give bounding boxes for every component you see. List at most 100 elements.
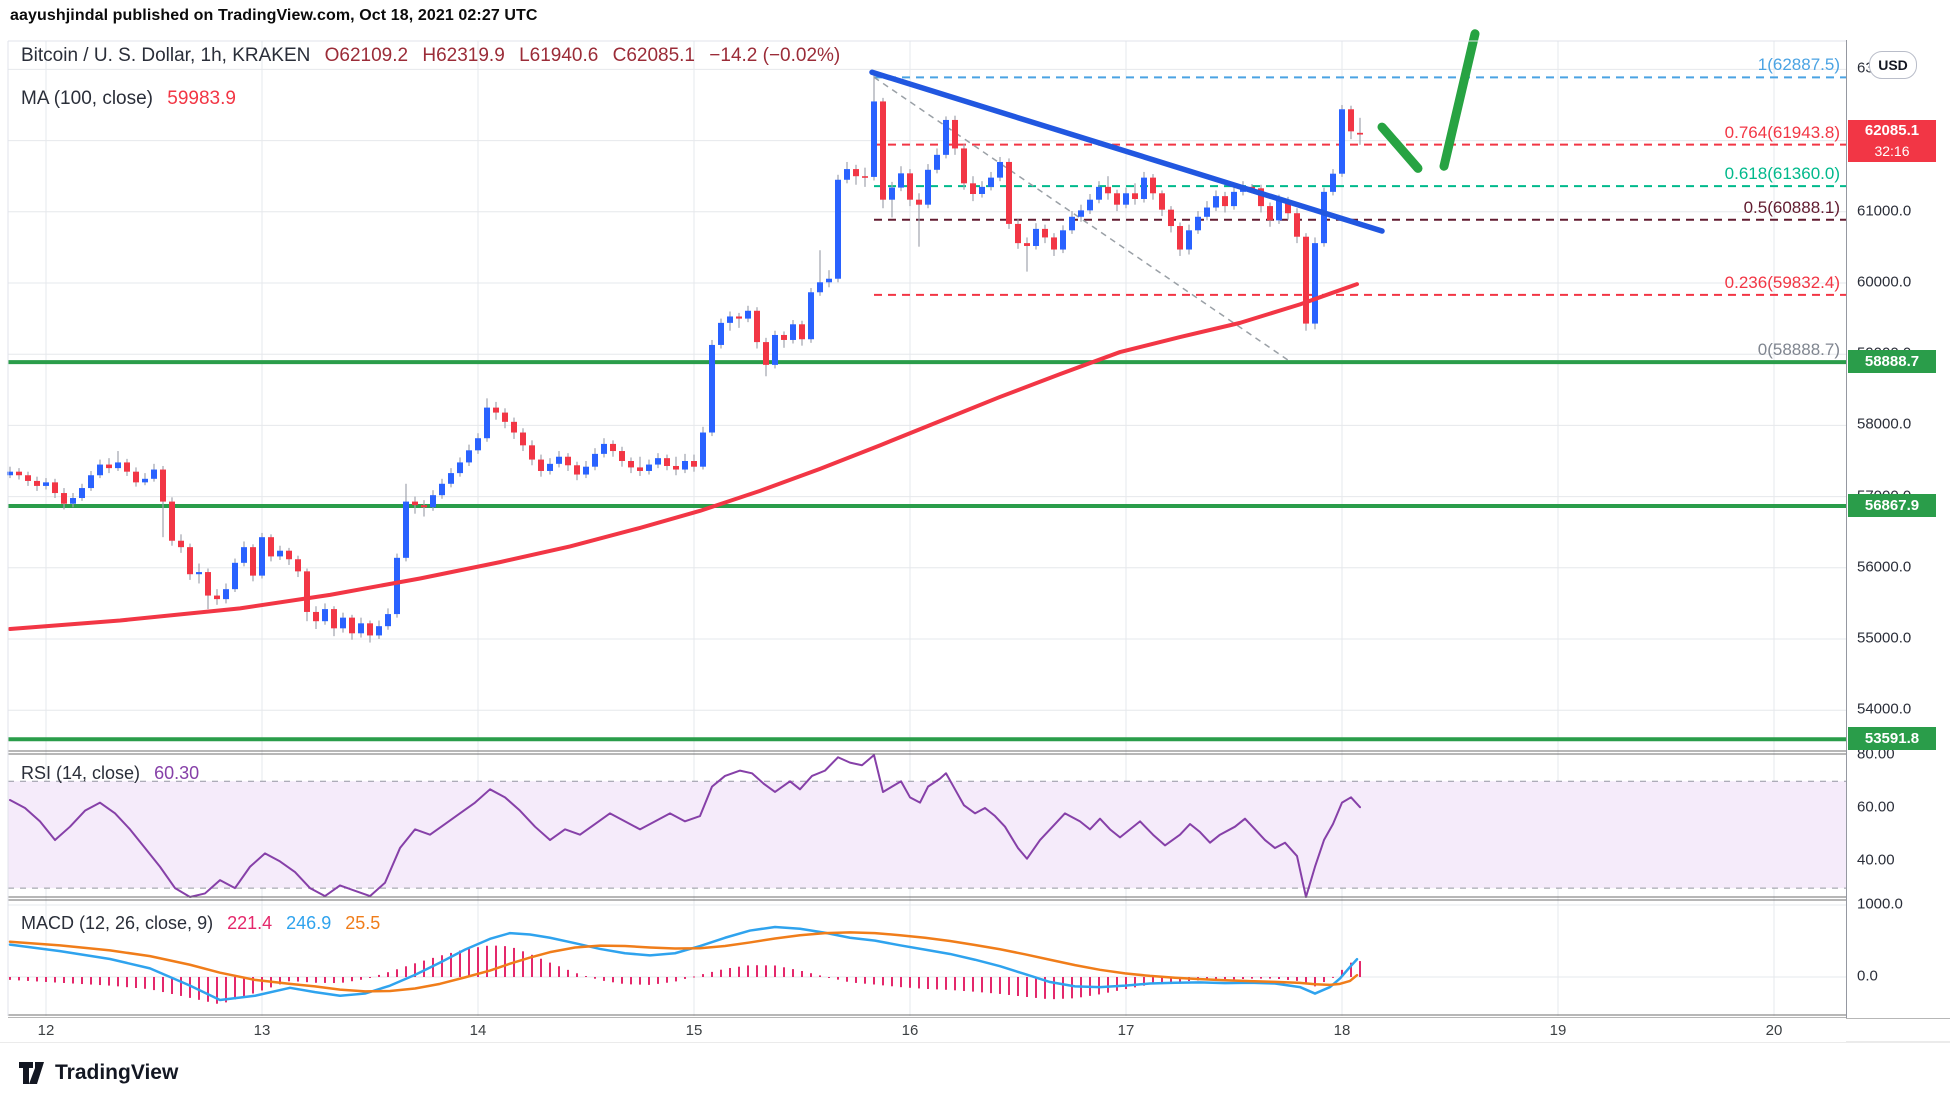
candle-body <box>43 482 49 486</box>
macd-histogram-bar <box>1224 977 1226 980</box>
candle-body <box>313 611 319 622</box>
macd-histogram-bar <box>63 977 65 983</box>
macd-legend[interactable]: MACD (12, 26, close, 9) 221.4 246.9 25.5 <box>21 913 380 934</box>
candle-body <box>943 119 949 155</box>
macd-histogram-bar <box>891 977 893 987</box>
last-price-value: 62085.1 <box>1864 121 1920 139</box>
macd-histogram-bar <box>198 977 200 1000</box>
candle-body <box>385 614 391 627</box>
candle-body <box>1015 223 1021 244</box>
macd-hist-value: 221.4 <box>227 913 273 933</box>
macd-histogram-bar <box>477 947 479 977</box>
ma-label: MA (100, close) <box>21 88 153 109</box>
macd-histogram-bar <box>999 977 1001 994</box>
macd-label: MACD (12, 26, close, 9) <box>21 913 214 933</box>
candle-body <box>799 324 805 340</box>
macd-histogram-bar <box>630 977 632 985</box>
macd-histogram-bar <box>1107 977 1109 993</box>
price-axis[interactable]: 63000.062000.061000.060000.059000.058000… <box>1846 40 1950 1018</box>
candle-body <box>934 154 940 170</box>
candle-body <box>556 456 562 464</box>
macd-histogram-bar <box>1125 977 1127 990</box>
candle-body <box>412 501 418 506</box>
candle-body <box>250 547 256 576</box>
candle-body <box>808 292 814 340</box>
macd-histogram-bar <box>243 977 245 997</box>
time-axis[interactable]: 12 13 14 15 16 17 18 19 20 <box>0 1018 1846 1042</box>
candle-body <box>1213 196 1219 208</box>
candle-body <box>583 466 589 475</box>
candle-body <box>592 453 598 467</box>
macd-histogram-bar <box>540 958 542 977</box>
macd-histogram-bar <box>1215 977 1217 981</box>
candle-body <box>331 609 337 629</box>
macd-histogram-bar <box>666 977 668 983</box>
ohlc-close: C62085.1 <box>612 45 695 66</box>
candle-body <box>268 537 274 557</box>
candle-body <box>439 483 445 496</box>
macd-histogram-bar <box>729 968 731 977</box>
candle-body <box>1123 193 1129 205</box>
macd-histogram-bar <box>144 977 146 989</box>
macd-histogram-bar <box>72 977 74 984</box>
macd-histogram-bar <box>864 977 866 984</box>
ma-legend[interactable]: MA (100, close) 59983.9 <box>21 88 236 110</box>
candle-body <box>304 571 310 612</box>
candle-body <box>1339 109 1345 174</box>
macd-histogram-bar <box>1170 977 1172 983</box>
candle-body <box>223 589 229 600</box>
currency-toggle-button[interactable]: USD <box>1869 51 1917 79</box>
candle-body <box>241 547 247 563</box>
macd-histogram-bar <box>216 977 218 1004</box>
macd-histogram-bar <box>171 977 173 994</box>
candle-body <box>88 475 94 489</box>
candle-body <box>565 456 571 466</box>
macd-histogram-bar <box>441 955 443 977</box>
candle-body <box>529 445 535 460</box>
candle-body <box>853 169 859 177</box>
candle-body <box>547 463 553 471</box>
macd-histogram-bar <box>1026 977 1028 998</box>
main-chart-legend[interactable]: Bitcoin / U. S. Dollar, 1h, KRAKEN O6210… <box>21 45 840 67</box>
candle-body <box>34 480 40 486</box>
candle-body <box>7 471 13 476</box>
macd-histogram-bar <box>1314 977 1316 987</box>
candle-body <box>1132 193 1138 199</box>
tradingview-logo[interactable]: TradingView <box>18 1060 178 1086</box>
macd-histogram-bar <box>756 965 758 977</box>
candle-body <box>1078 210 1084 217</box>
macd-histogram-bar <box>936 977 938 990</box>
macd-histogram-bar <box>567 969 569 977</box>
candle-body <box>619 451 625 461</box>
macd-histogram-bar <box>792 969 794 977</box>
candle-body <box>232 562 238 590</box>
candle-body <box>1231 191 1237 207</box>
macd-histogram-bar <box>612 977 614 983</box>
rsi-line <box>9 754 1361 898</box>
macd-histogram-bar <box>1035 977 1037 998</box>
macd-histogram-bar <box>1044 977 1046 999</box>
macd-histogram-bar <box>1071 977 1073 999</box>
candle-body <box>367 623 373 636</box>
drawn-arrow <box>1377 122 1423 173</box>
candle-body <box>907 173 913 200</box>
rsi-label: RSI (14, close) <box>21 763 141 783</box>
macd-histogram-bar <box>1233 977 1235 980</box>
drawn-arrow <box>1439 29 1480 171</box>
rsi-legend[interactable]: RSI (14, close) 60.30 <box>21 763 199 784</box>
descending-trendline <box>869 69 1385 234</box>
candle-body <box>1069 216 1075 231</box>
ohlc-change: −14.2 (−0.02%) <box>709 45 841 66</box>
macd-tick-label: 0.0 <box>1857 967 1878 985</box>
time-tick-label: 17 <box>1117 1022 1135 1039</box>
macd-signal-line <box>8 931 1359 993</box>
price-tick-label: 58000.0 <box>1857 415 1912 433</box>
candle-body <box>889 187 895 200</box>
macd-histogram-bar <box>558 966 560 977</box>
candle-body <box>349 617 355 634</box>
macd-histogram-bar <box>621 977 623 984</box>
macd-histogram-bar <box>1323 977 1325 983</box>
macd-histogram-bar <box>918 977 920 989</box>
macd-histogram-bar <box>135 977 137 988</box>
